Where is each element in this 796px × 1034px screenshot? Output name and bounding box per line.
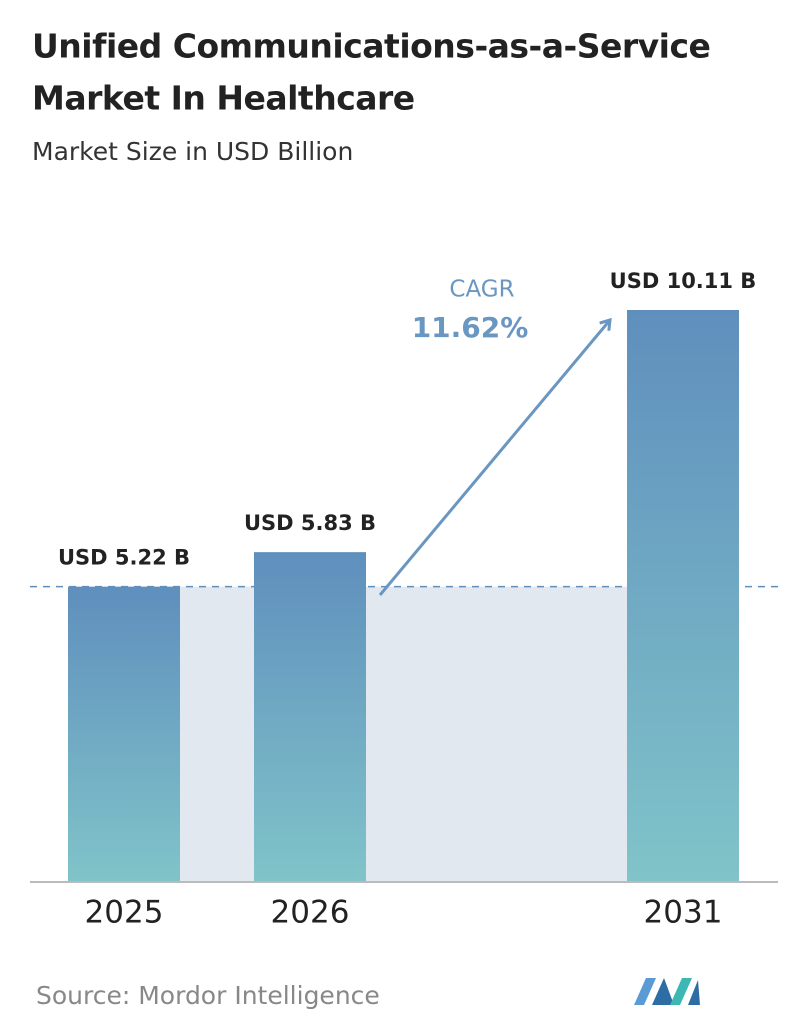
x-tick-label: 2026: [271, 895, 350, 931]
chart-title: Market In Healthcare: [32, 79, 415, 118]
value-label: USD 5.83 B: [244, 511, 376, 535]
cagr-value: 11.62%: [412, 311, 529, 344]
bar: [254, 552, 366, 882]
source: Source: Mordor Intelligence: [36, 981, 380, 1010]
bar: [627, 310, 739, 882]
value-label: USD 5.22 B: [58, 546, 190, 570]
reference-band: [124, 586, 683, 882]
value-label: USD 10.11 B: [610, 269, 757, 293]
plot-area: USD 5.22 B 2025 USD 5.83 B 2026 USD 10.11 B 2…: [30, 269, 780, 931]
logo: [634, 978, 700, 1005]
x-tick-label: 2025: [85, 895, 164, 931]
cagr-label: CAGR: [449, 277, 514, 303]
bar: [68, 586, 180, 882]
x-tick-label: 2031: [644, 895, 723, 931]
chart-subtitle: Market Size in USD Billion: [32, 137, 353, 166]
cagr-arrow: [378, 320, 610, 596]
chart-title: Unified Communications-as-a-Service: [32, 27, 710, 66]
